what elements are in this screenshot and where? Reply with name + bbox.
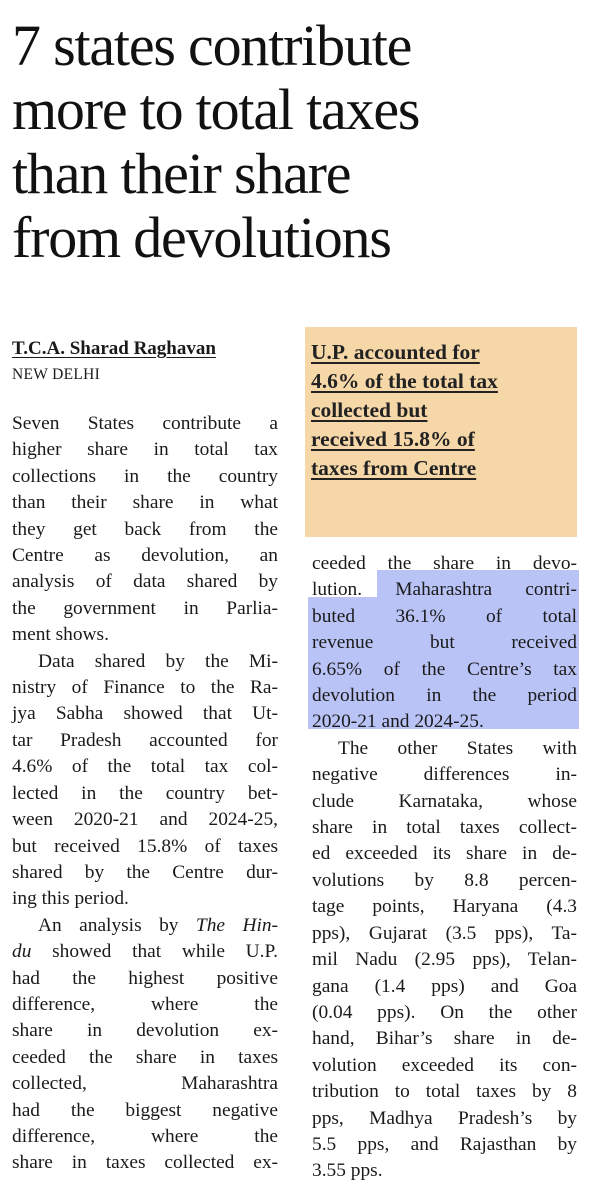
- text-line: ceeded the share in taxes: [12, 1046, 278, 1068]
- left-column: Seven States contribute a higher share i…: [12, 411, 278, 1177]
- text-line: volutions by 8.8 percen-: [312, 869, 577, 891]
- text-line: difference, where the: [12, 993, 278, 1015]
- text-line: the government in Parlia-: [12, 597, 278, 619]
- headline-line: from devolutions: [12, 205, 392, 270]
- text-line: ceeded the share in devo-: [312, 553, 577, 574]
- text-line: ing this period.: [12, 888, 129, 910]
- dateline: NEW DELHI: [12, 366, 101, 383]
- text-line: (0.04 pps). On the other: [312, 1001, 577, 1023]
- text-line: 2020-21 and 2024-25.: [312, 711, 484, 733]
- text-line: Data shared by the Mi-: [38, 650, 278, 672]
- text-line: 5.5 pps, and Rajasthan by: [312, 1133, 577, 1155]
- text-line: pps), Gujarat (3.5 pps), Ta-: [312, 922, 577, 944]
- text-line: Centre as devolution, an: [12, 545, 278, 567]
- text-line: tage points, Haryana (4.3: [312, 896, 577, 918]
- text-line: had the biggest negative: [12, 1099, 278, 1121]
- text-line: shared by the Centre dur-: [12, 861, 278, 883]
- pullquote-line: taxes from Centre: [311, 456, 477, 480]
- paragraph: An analysis by The Hin- du showed that w…: [12, 913, 278, 1177]
- text-line: The other States with: [338, 737, 577, 759]
- pullquote-box: [305, 327, 577, 537]
- text-line: lution. Maharashtra contri-: [312, 579, 577, 601]
- text-line: 6.65% of the Centre’s tax: [312, 658, 577, 680]
- text-line: jya Sabha showed that Ut-: [12, 703, 278, 725]
- headline-line: more to total taxes: [12, 77, 420, 142]
- text-line: negative differences in-: [312, 764, 577, 786]
- publication-name: The Hin-: [195, 914, 279, 936]
- text-line: ed exceeded its share in de-: [312, 843, 577, 865]
- headline-line: than their share: [12, 141, 352, 206]
- publication-name: du: [12, 941, 32, 963]
- text-line: than their share in what: [12, 492, 278, 514]
- pullquote-line: received 15.8% of: [311, 427, 475, 451]
- text-line: mil Nadu (2.95 pps), Telan-: [312, 949, 577, 971]
- text-line: lected in the country bet-: [12, 782, 278, 804]
- text-line: tar Pradesh accounted for: [12, 729, 278, 751]
- text-line: 3.55 pps.: [312, 1160, 383, 1182]
- text-line: ment shows.: [12, 624, 109, 646]
- paragraph: The other States with negative differenc…: [312, 736, 577, 1185]
- text-line: they get back from the: [12, 518, 278, 540]
- text-run: An analysis by: [38, 914, 196, 936]
- paragraph: Data shared by the Mi- nistry of Finance…: [12, 649, 278, 913]
- text-line: ween 2020-21 and 2024-25,: [12, 809, 278, 831]
- text-line: collections in the country: [12, 465, 278, 487]
- text-line: share in taxes collected ex-: [12, 1152, 278, 1174]
- text-line: volution exceeded its con-: [312, 1054, 577, 1076]
- text-line: but received 15.8% of taxes: [12, 835, 278, 857]
- paragraph: ceeded the share in devo- lution. Mahara…: [312, 551, 577, 736]
- text-highlight: [308, 597, 579, 729]
- text-highlight: [377, 570, 579, 598]
- right-column: ceeded the share in devo- lution. Mahara…: [312, 551, 577, 1185]
- text-line: nistry of Finance to the Ra-: [12, 677, 278, 699]
- text-line: collected, Maharashtra: [12, 1073, 278, 1095]
- text-line: devolution in the period: [312, 685, 577, 707]
- text-line: share in devolution ex-: [12, 1020, 278, 1042]
- text-line: analysis of data shared by: [12, 571, 278, 593]
- text-line: hand, Bihar’s share in de-: [312, 1028, 577, 1050]
- text-line: pps, Madhya Pradesh’s by: [312, 1107, 577, 1129]
- headline-line: 7 states contribute: [12, 13, 412, 78]
- text-line: 4.6% of the total tax col-: [12, 756, 278, 778]
- headline: 7 states contribute more to total taxes …: [12, 14, 582, 270]
- text-run: showed that while U.P.: [31, 941, 278, 963]
- text-line: higher share in total tax: [12, 439, 278, 461]
- pullquote-text: U.P. accounted for 4.6% of the total tax…: [311, 338, 571, 483]
- pullquote-line: 4.6% of the total tax: [311, 369, 498, 393]
- text-line: Seven States contribute a: [12, 413, 278, 434]
- text-line: An analysis by The Hin-: [12, 913, 278, 939]
- pullquote-line: collected but: [311, 398, 428, 422]
- text-line: clude Karnataka, whose: [312, 790, 577, 812]
- paragraph: Seven States contribute a higher share i…: [12, 411, 278, 649]
- byline: T.C.A. Sharad Raghavan: [12, 338, 216, 359]
- text-line: difference, where the: [12, 1125, 278, 1147]
- text-line: gana (1.4 pps) and Goa: [312, 975, 577, 997]
- text-line: du showed that while U.P.: [12, 939, 278, 965]
- text-line: buted 36.1% of total: [312, 605, 577, 627]
- text-line: had the highest positive: [12, 967, 278, 989]
- text-line: tribution to total taxes by 8: [312, 1081, 577, 1103]
- text-line: share in total taxes collect-: [312, 817, 577, 839]
- text-line: revenue but received: [312, 632, 577, 654]
- pullquote-line: U.P. accounted for: [311, 340, 480, 364]
